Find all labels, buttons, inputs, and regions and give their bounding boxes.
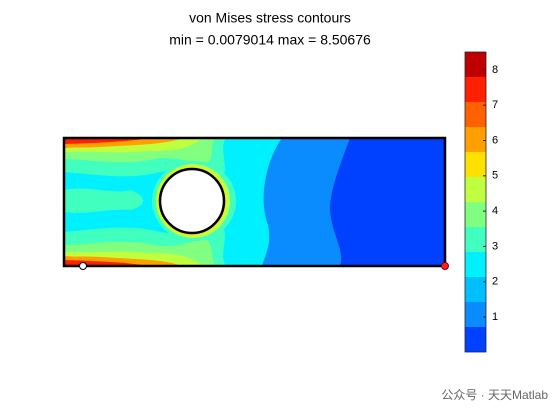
plate-outline <box>62 136 447 268</box>
colorbar-tick-label: 8 <box>492 64 498 76</box>
colorbar-band <box>465 276 486 303</box>
hole <box>158 167 226 235</box>
contour-region <box>330 138 445 266</box>
colorbar-band <box>465 176 486 203</box>
colorbar-tick-label: 2 <box>492 276 498 288</box>
colorbar-band <box>465 52 486 77</box>
colorbar-band <box>465 302 486 328</box>
chart-subtitle: min = 0.0079014 max = 8.50676 <box>169 32 371 48</box>
colorbar-band <box>465 227 486 252</box>
contour-region <box>64 138 150 144</box>
colorbar-tick-label: 5 <box>492 170 498 182</box>
watermark: 公众号 · 天天Matlab <box>441 388 548 402</box>
colorbar-tick-label: 4 <box>492 205 498 217</box>
colorbar-tick-label: 7 <box>492 99 498 111</box>
colorbar-band <box>465 151 486 177</box>
colorbar-tick-label: 6 <box>492 134 498 146</box>
colorbar-band <box>465 327 486 352</box>
colorbar-tick-label: 3 <box>492 240 498 252</box>
colorbar: 1 2 3 4 5 6 7 8 <box>464 51 498 353</box>
support-node <box>79 262 87 270</box>
chart-title: von Mises stress contours <box>189 10 351 26</box>
colorbar-tick-label: 1 <box>492 311 498 323</box>
load-node <box>441 262 449 270</box>
colorbar-band <box>465 127 486 152</box>
colorbar-band <box>465 102 486 128</box>
contour-region <box>64 188 144 213</box>
colorbar-band <box>465 251 486 277</box>
colorbar-frame <box>464 51 487 353</box>
colorbar-band <box>465 202 486 228</box>
colorbar-band <box>465 76 486 103</box>
contour-field <box>64 138 445 266</box>
